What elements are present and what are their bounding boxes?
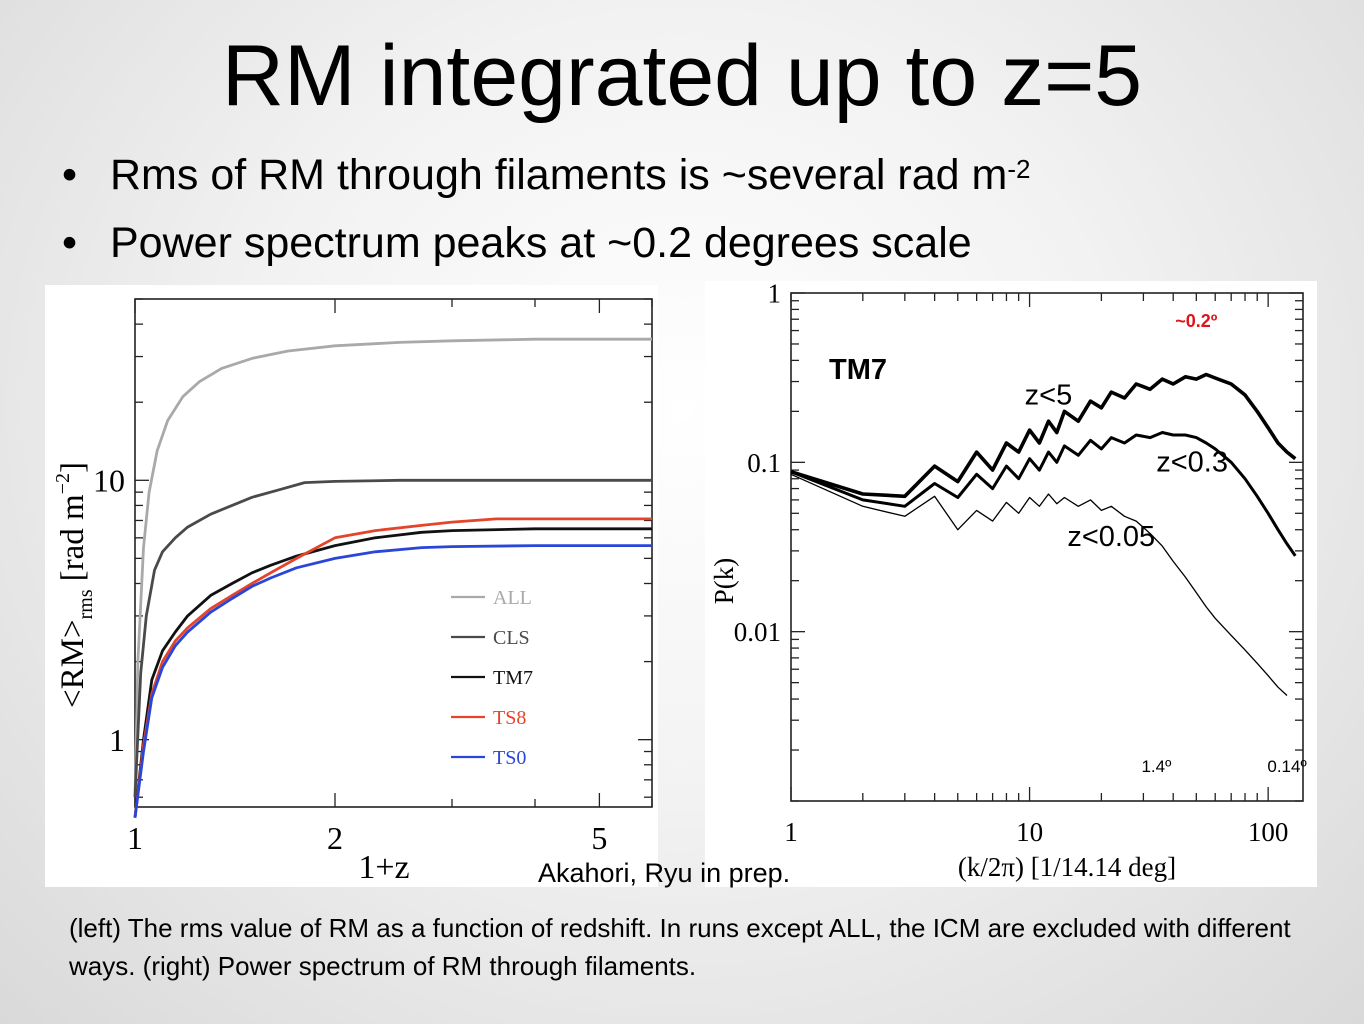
- y-tick-label: 0.1: [747, 448, 781, 478]
- bullet-text: Power spectrum peaks at ~0.2 degrees sca…: [110, 219, 972, 267]
- legend-label: ALL: [493, 587, 532, 609]
- x-axis-label: (k/2π) [1/14.14 deg]: [958, 852, 1176, 882]
- slide-title: RM integrated up to z=5: [221, 28, 1143, 124]
- legend-label: TM7: [493, 667, 533, 689]
- x-tick-label: 10: [1016, 817, 1043, 847]
- x-tick-label: 1: [784, 817, 798, 847]
- series-line-z-0-05: [790, 473, 1288, 696]
- y-tick-label: 10: [93, 462, 125, 498]
- x-tick-label: 1: [127, 820, 143, 856]
- scale-annotation: 1.4º: [1141, 757, 1171, 776]
- scale-annotation: ~0.2º: [1175, 311, 1218, 331]
- bullet-marker: •: [62, 219, 78, 267]
- series-line-ts8: [133, 517, 652, 818]
- power-spectrum-chart: 1 10 100 0.01 0.1 1 z<5 z<0.3 z<0.05 ~0.2º 1.4º 0.…: [709, 278, 1307, 882]
- scale-annotation: 0.14º: [1267, 757, 1306, 776]
- x-tick-label: 100: [1248, 817, 1289, 847]
- figure-caption: (left) The rms value of RM as a function…: [69, 913, 1291, 981]
- bullet-text: Rms of RM through filaments is ~several …: [110, 151, 1008, 199]
- y-axis-label: <RM>rms[rad m−2]: [52, 462, 97, 708]
- series-line-cls: [133, 478, 652, 798]
- series-label: z<5: [1025, 379, 1073, 411]
- legend-label: TS0: [493, 747, 526, 769]
- series-line-all: [133, 337, 652, 798]
- plot-frame: [790, 292, 1304, 802]
- series-line-ts0: [133, 544, 652, 818]
- legend-label: TS8: [493, 707, 526, 729]
- bullet-superscript: -2: [1007, 154, 1031, 184]
- plot-frame: [134, 298, 653, 808]
- series-label: z<0.3: [1156, 447, 1228, 479]
- bullet-power-spectrum: • Power spectrum peaks at ~0.2 degrees sc…: [62, 218, 972, 268]
- rms-chart: 1 2 5 1 10 ALL CLS TM7 TS8 TS0 1+z <RM>rms[rad m…: [52, 298, 653, 886]
- rms-chart-panel: 1 2 5 1 10 ALL CLS TM7 TS8 TS0 1+z <RM>rms[rad m…: [45, 285, 658, 887]
- y-tick-label: 1: [109, 722, 125, 758]
- y-axis-label: P(k): [709, 558, 739, 605]
- series-line-z-0-3: [790, 431, 1297, 557]
- x-tick-label: 2: [327, 820, 343, 856]
- legend-label: CLS: [493, 627, 530, 649]
- power-spectrum-panel: 1 10 100 0.01 0.1 1 z<5 z<0.3 z<0.05 ~0.2º 1.4º 0.…: [705, 278, 1317, 887]
- y-tick-label: 0.01: [734, 617, 781, 647]
- series-line-z-5: [790, 372, 1297, 499]
- model-label: TM7: [829, 354, 887, 386]
- x-tick-label: 5: [591, 820, 607, 856]
- x-axis-label: 1+z: [358, 849, 409, 886]
- y-tick-label: 1: [768, 281, 782, 308]
- credit-text: Akahori, Ryu in prep.: [538, 858, 791, 888]
- bullet-rms: • Rms of RM through filaments is ~several…: [62, 150, 1030, 200]
- series-label: z<0.05: [1067, 521, 1155, 553]
- series-line-tm7: [133, 527, 652, 818]
- bullet-marker: •: [62, 151, 78, 199]
